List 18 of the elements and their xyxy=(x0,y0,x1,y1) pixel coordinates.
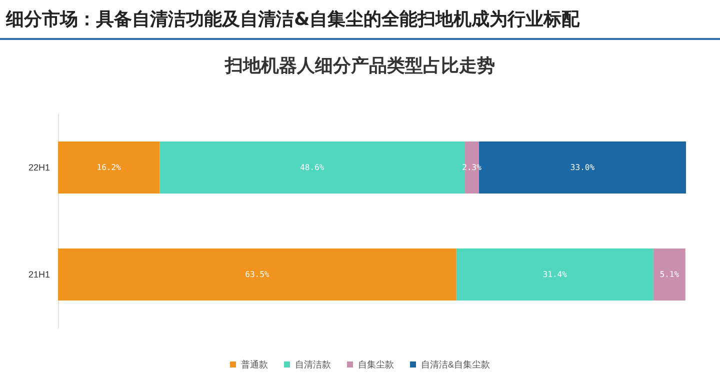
data-label: 31.4% xyxy=(542,270,568,279)
y-tick-label: 22H1 xyxy=(28,162,50,172)
bar xyxy=(58,248,456,300)
legend-label: 普通款 xyxy=(241,360,268,370)
y-tick-label: 21H1 xyxy=(28,270,50,280)
data-label: 63.5% xyxy=(245,270,270,279)
bar xyxy=(653,248,686,300)
data-label: 33.0% xyxy=(570,163,595,172)
legend-label: 自清洁款 xyxy=(295,360,331,370)
bar xyxy=(58,142,160,194)
data-label: 5.1% xyxy=(660,270,680,279)
chart-title: 细分市场：具备自清洁功能及自清洁&自集尘的全能扫地机成为行业标配 xyxy=(6,8,581,32)
legend-label: 自集尘款 xyxy=(358,360,394,370)
chart-subtitle: 扫地机器人细分产品类型占比走势 xyxy=(224,56,495,76)
data-label: 16.2% xyxy=(96,163,122,172)
legend-label: 自清洁&自集尘款 xyxy=(421,360,490,370)
data-label: 48.6% xyxy=(300,163,324,172)
bar xyxy=(456,248,654,300)
